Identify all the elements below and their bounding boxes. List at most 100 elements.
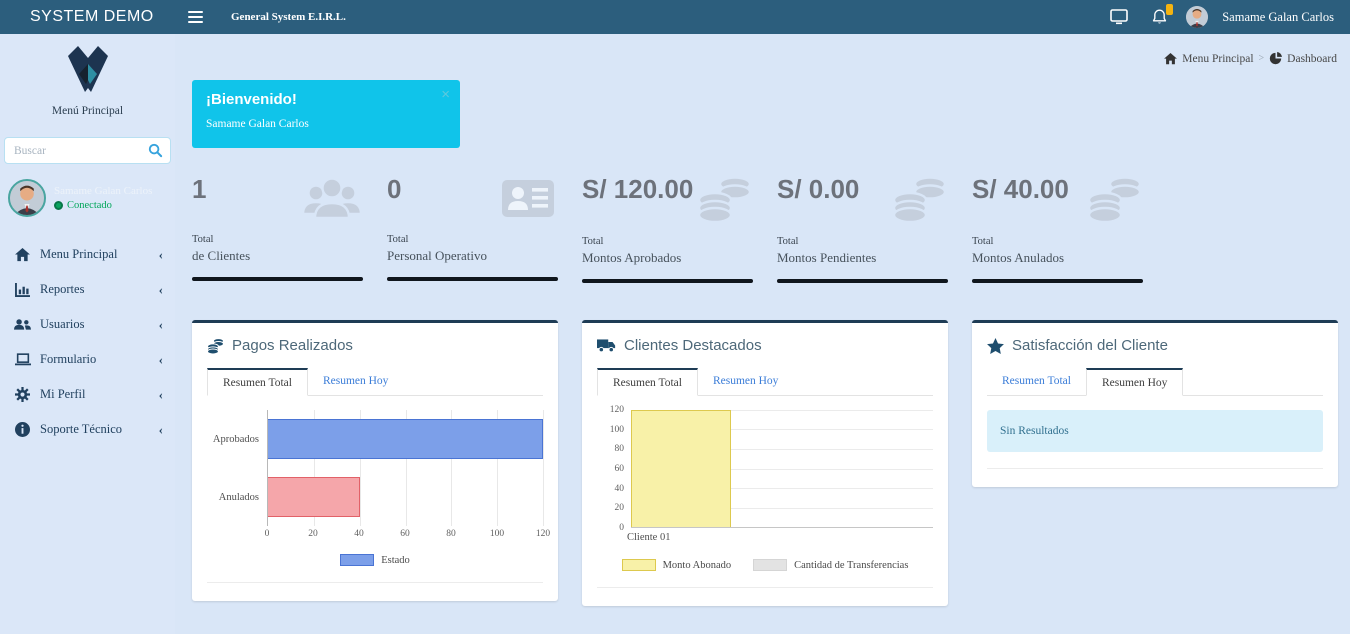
stat-value: 1: [192, 174, 206, 220]
fullscreen-button[interactable]: [1106, 4, 1132, 30]
welcome-banner: ¡Bienvenido! Samame Galan Carlos ×: [192, 80, 460, 148]
hbar-row: [268, 468, 543, 526]
laptop-icon: [13, 353, 32, 366]
stat-value: S/ 40.00: [972, 174, 1069, 222]
tab-resumen-hoy[interactable]: Resumen Hoy: [308, 368, 403, 395]
hbar-row: [268, 410, 543, 468]
bell-icon: [1151, 8, 1168, 26]
stat-value: S/ 120.00: [582, 174, 693, 222]
axis-tick: 80: [446, 529, 456, 539]
tabs-satisfaccion: Resumen Total Resumen Hoy: [987, 368, 1323, 396]
navbar-user-name[interactable]: Samame Galan Carlos: [1222, 10, 1334, 25]
legend-swatch: [340, 554, 374, 566]
breadcrumb-home[interactable]: Menu Principal: [1182, 53, 1253, 65]
gear-icon: [13, 387, 32, 402]
stat-montos-pendientes: S/ 0.00 Total Montos Pendientes: [777, 174, 948, 283]
tabs-pagos: Resumen Total Resumen Hoy: [207, 368, 543, 396]
tabs-clientes: Resumen Total Resumen Hoy: [597, 368, 933, 396]
stat-value: S/ 0.00: [777, 174, 859, 222]
pagos-realizados-chart: AprobadosAnulados020406080100120Estado: [207, 410, 543, 566]
sidebar-user-avatar[interactable]: [8, 179, 46, 217]
search-input[interactable]: [4, 137, 171, 164]
info-icon: [13, 422, 32, 437]
sidebar-item-usuarios[interactable]: Usuarios ‹: [0, 307, 175, 342]
bar-chart-icon: [13, 283, 32, 297]
gridline: [543, 410, 544, 526]
panel-footer-divider: [207, 582, 543, 583]
coins-icon: [695, 176, 753, 222]
sidebar-item-reportes[interactable]: Reportes ‹: [0, 272, 175, 307]
tab-resumen-hoy[interactable]: Resumen Hoy: [1086, 368, 1183, 396]
stat-underline: [972, 279, 1143, 283]
users-group-icon: [301, 176, 363, 220]
coins-icon: [1085, 176, 1143, 222]
star-icon: [987, 338, 1004, 354]
chevron-left-icon: ‹: [159, 317, 163, 333]
hbar-category-label: Anulados: [207, 468, 267, 526]
axis-tick: 60: [400, 529, 410, 539]
panel-footer-divider: [597, 587, 933, 588]
user-avatar[interactable]: [1186, 6, 1208, 28]
chart-legend: Estado: [207, 554, 543, 566]
close-icon[interactable]: ×: [441, 86, 450, 103]
vbar-y-labels: 120100806040200: [597, 410, 631, 528]
tab-resumen-hoy[interactable]: Resumen Hoy: [698, 368, 793, 395]
sidebar-user-panel: Samame Galan Carlos Conectado: [8, 179, 169, 217]
tab-resumen-total[interactable]: Resumen Total: [987, 368, 1086, 395]
panel-title: Clientes Destacados: [624, 337, 762, 354]
stat-personal-operativo: 0 Total Personal Operativo: [387, 174, 558, 283]
company-logo: [0, 44, 175, 96]
sidebar-menu: Menu Principal ‹ Reportes ‹ Usuarios ‹ F…: [0, 237, 175, 447]
axis-tick: 40: [615, 484, 625, 494]
stat-total-clientes: 1 Total de Clientes: [192, 174, 363, 283]
axis-tick: 80: [615, 444, 625, 454]
legend-item: Cantidad de Transferencias: [753, 559, 908, 571]
sidebar-item-menu-principal[interactable]: Menu Principal ‹: [0, 237, 175, 272]
legend-label: Estado: [381, 555, 410, 566]
monitor-icon: [1110, 9, 1128, 25]
stat-montos-anulados: S/ 40.00 Total Montos Anulados: [972, 174, 1143, 283]
chevron-left-icon: ‹: [159, 387, 163, 403]
chevron-left-icon: ‹: [159, 422, 163, 438]
axis-tick: 100: [490, 529, 504, 539]
hbar-x-ticks: 020406080100120: [267, 526, 543, 542]
no-results-alert: Sin Resultados: [987, 410, 1323, 452]
top-navbar: SYSTEM DEMO General System E.I.R.L. Sama…: [0, 0, 1350, 34]
app-brand[interactable]: SYSTEM DEMO: [0, 8, 175, 26]
welcome-title: ¡Bienvenido!: [206, 91, 446, 108]
bar-anulados[interactable]: [268, 477, 360, 517]
bar-cliente-01[interactable]: [631, 410, 731, 527]
sidebar-item-mi-perfil[interactable]: Mi Perfil ‹: [0, 377, 175, 412]
axis-tick: 120: [536, 529, 550, 539]
sidebar-user-name: Samame Galan Carlos: [54, 185, 152, 197]
tab-resumen-total[interactable]: Resumen Total: [597, 368, 698, 396]
sidebar-toggle-button[interactable]: [175, 0, 215, 34]
panel-clientes-destacados: Clientes Destacados Resumen Total Resume…: [582, 320, 948, 606]
main-content: Menu Principal > Dashboard ¡Bienvenido! …: [175, 34, 1350, 634]
sidebar-item-formulario[interactable]: Formulario ‹: [0, 342, 175, 377]
tab-resumen-total[interactable]: Resumen Total: [207, 368, 308, 396]
online-status-label: Conectado: [67, 200, 112, 211]
hbar-category-label: Aprobados: [207, 410, 267, 468]
legend-label: Monto Abonado: [663, 560, 732, 571]
breadcrumb-separator: >: [1259, 53, 1265, 64]
sidebar-item-soporte-tecnico[interactable]: Soporte Técnico ‹: [0, 412, 175, 447]
welcome-user-name: Samame Galan Carlos: [206, 118, 446, 130]
stat-underline: [387, 277, 558, 281]
axis-tick: 120: [610, 405, 624, 415]
legend-swatch: [622, 559, 656, 571]
notifications-button[interactable]: [1146, 4, 1172, 30]
vbar-chart: 120100806040200: [597, 410, 933, 528]
search-icon[interactable]: [148, 143, 163, 163]
axis-tick: 0: [619, 523, 624, 533]
panel-pagos-realizados: Pagos Realizados Resumen Total Resumen H…: [192, 320, 558, 601]
axis-tick: 0: [265, 529, 270, 539]
online-status-dot: [54, 201, 63, 210]
sidebar-title: Menú Principal: [0, 105, 175, 117]
bar-aprobados[interactable]: [268, 419, 543, 459]
chart-legend: Monto Abonado Cantidad de Transferencias: [597, 559, 933, 571]
breadcrumb-current: Dashboard: [1287, 53, 1337, 65]
panel-footer-divider: [987, 468, 1323, 469]
coins-icon: [207, 338, 224, 354]
company-name: General System E.I.R.L.: [231, 11, 346, 23]
